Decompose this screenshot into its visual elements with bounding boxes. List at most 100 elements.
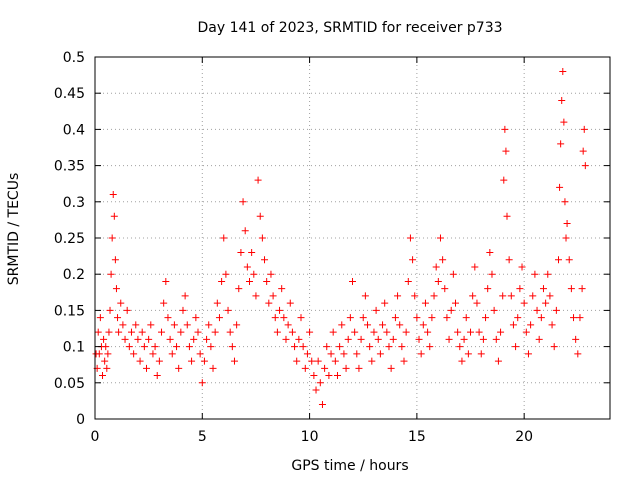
data-point	[185, 343, 193, 351]
data-point	[286, 299, 294, 307]
data-point	[149, 350, 157, 358]
data-point	[112, 285, 120, 293]
data-point	[500, 176, 508, 184]
data-point	[114, 314, 122, 322]
data-point	[316, 379, 324, 387]
data-point	[417, 350, 425, 358]
data-point	[162, 277, 170, 285]
data-point	[404, 277, 412, 285]
data-point	[282, 335, 290, 343]
x-tick-label: 10	[301, 429, 319, 445]
data-point	[233, 321, 241, 329]
data-point	[398, 343, 406, 351]
data-point	[497, 328, 505, 336]
data-point	[291, 343, 299, 351]
data-point	[111, 256, 119, 264]
data-point	[303, 350, 311, 358]
data-point	[370, 328, 378, 336]
data-point	[222, 270, 230, 278]
data-point	[220, 234, 228, 242]
data-point	[537, 314, 545, 322]
data-point	[522, 328, 530, 336]
data-point	[237, 248, 245, 256]
data-point	[389, 335, 397, 343]
data-point	[310, 372, 318, 380]
data-point	[421, 299, 429, 307]
data-point	[301, 364, 309, 372]
data-point	[529, 292, 537, 300]
data-point	[492, 335, 500, 343]
data-point	[565, 256, 573, 264]
data-point	[183, 321, 191, 329]
data-point	[546, 292, 554, 300]
data-point	[121, 335, 129, 343]
data-point	[524, 350, 532, 358]
data-point	[153, 372, 161, 380]
data-point	[276, 306, 284, 314]
data-point	[479, 335, 487, 343]
data-point	[454, 328, 462, 336]
data-point	[241, 227, 249, 235]
data-point	[426, 343, 434, 351]
chart-title: Day 141 of 2023, SRMTID for receiver p73…	[197, 20, 502, 36]
data-point	[445, 335, 453, 343]
data-point	[239, 198, 247, 206]
data-point	[552, 306, 560, 314]
y-tick-label: 0.4	[63, 122, 85, 138]
data-point	[561, 198, 569, 206]
data-point	[336, 343, 344, 351]
data-point	[151, 343, 159, 351]
data-point	[542, 299, 550, 307]
data-point	[198, 379, 206, 387]
data-point	[333, 372, 341, 380]
data-point	[205, 321, 213, 329]
data-point	[349, 277, 356, 285]
data-point	[138, 328, 146, 336]
data-point	[387, 364, 395, 372]
data-point	[578, 285, 586, 293]
data-point	[434, 277, 442, 285]
data-point	[516, 285, 524, 293]
data-point	[134, 335, 142, 343]
data-point	[488, 270, 496, 278]
data-point	[312, 386, 320, 394]
data-point	[460, 335, 468, 343]
data-point	[278, 285, 286, 293]
data-point	[192, 314, 200, 322]
data-point	[570, 314, 578, 322]
data-point	[143, 364, 150, 372]
data-point	[123, 306, 131, 314]
data-point	[175, 364, 183, 372]
data-point	[308, 357, 316, 365]
data-point	[196, 350, 204, 358]
data-point	[381, 299, 389, 307]
data-point	[555, 256, 562, 264]
data-point	[110, 212, 118, 220]
data-point	[125, 343, 133, 351]
data-point	[181, 292, 189, 300]
data-point	[94, 328, 102, 336]
data-point	[572, 335, 580, 343]
data-point	[267, 270, 275, 278]
data-point	[224, 306, 232, 314]
data-point	[207, 343, 215, 351]
data-point	[449, 270, 457, 278]
data-point	[117, 299, 125, 307]
data-point	[215, 314, 223, 322]
data-point	[155, 357, 163, 365]
data-point	[527, 321, 535, 329]
data-point	[329, 328, 337, 336]
scatter-points	[92, 67, 589, 409]
data-point	[96, 314, 104, 322]
data-point	[132, 321, 140, 329]
grid	[95, 56, 610, 420]
data-point	[376, 350, 384, 358]
data-point	[211, 328, 219, 336]
data-point	[550, 343, 558, 351]
data-point	[400, 357, 408, 365]
data-point	[273, 328, 281, 336]
data-point	[574, 350, 582, 358]
data-point	[507, 292, 515, 300]
data-point	[263, 277, 271, 285]
